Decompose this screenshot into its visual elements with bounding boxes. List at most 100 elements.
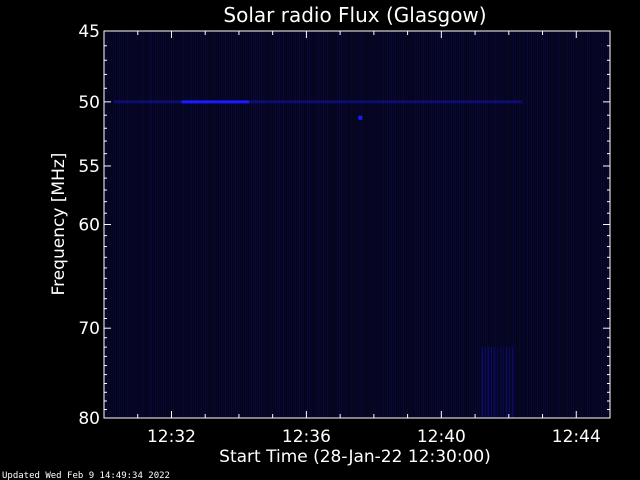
noise-column <box>267 31 268 418</box>
noise-column <box>127 31 128 418</box>
noise-column <box>199 31 200 418</box>
noise-column <box>427 31 428 418</box>
noise-column <box>143 31 144 418</box>
noise-column <box>395 31 396 418</box>
noise-column <box>595 31 596 418</box>
noise-column <box>223 31 224 418</box>
noise-column <box>381 31 382 418</box>
noise-column <box>237 31 238 418</box>
y-tick-label: 70 <box>78 319 100 339</box>
noise-column <box>579 31 580 418</box>
noise-column <box>183 31 184 418</box>
emission-band <box>491 347 492 418</box>
noise-column <box>523 31 524 418</box>
noise-column <box>339 31 340 418</box>
noise-column <box>331 31 332 418</box>
noise-column <box>291 31 292 418</box>
noise-column <box>171 31 172 418</box>
noise-column <box>251 31 252 418</box>
noise-column <box>363 31 364 418</box>
noise-column <box>147 31 148 418</box>
x-axis-label: Start Time (28-Jan-22 12:30:00) <box>219 447 491 467</box>
noise-column <box>513 31 514 418</box>
noise-column <box>319 31 320 418</box>
noise-column <box>215 31 216 418</box>
noise-column <box>359 31 360 418</box>
noise-column <box>343 31 344 418</box>
noise-column <box>231 31 232 418</box>
emission-line-50mhz <box>114 100 522 103</box>
noise-column <box>533 31 534 418</box>
noise-column <box>517 31 518 418</box>
noise-column <box>297 31 298 418</box>
noise-column <box>161 31 162 418</box>
noise-column <box>483 31 484 418</box>
noise-column <box>535 31 536 418</box>
noise-column <box>137 31 138 418</box>
noise-column <box>233 31 234 418</box>
noise-column <box>411 31 412 418</box>
noise-column <box>405 31 406 418</box>
noise-column <box>519 31 520 418</box>
noise-column <box>459 31 460 418</box>
noise-column <box>383 31 384 418</box>
noise-column <box>177 31 178 418</box>
noise-column <box>587 31 588 418</box>
noise-column <box>211 31 212 418</box>
noise-column <box>235 31 236 418</box>
noise-column <box>169 31 170 418</box>
noise-column <box>373 31 374 418</box>
noise-column <box>243 31 244 418</box>
emission-band <box>488 347 489 418</box>
noise-column <box>217 31 218 418</box>
noise-column <box>111 31 112 418</box>
noise-column <box>333 31 334 418</box>
noise-column <box>477 31 478 418</box>
noise-column <box>255 31 256 418</box>
noise-column <box>131 31 132 418</box>
noise-column <box>189 31 190 418</box>
noise-column <box>563 31 564 418</box>
noise-column <box>461 31 462 418</box>
noise-column <box>353 31 354 418</box>
noise-column <box>507 31 508 418</box>
noise-column <box>309 31 310 418</box>
noise-column <box>261 31 262 418</box>
noise-column <box>221 31 222 418</box>
y-tick-label: 50 <box>78 93 100 113</box>
noise-column <box>469 31 470 418</box>
noise-column <box>341 31 342 418</box>
emission-band <box>485 347 486 418</box>
noise-column <box>439 31 440 418</box>
noise-column <box>377 31 378 418</box>
y-tick-label: 60 <box>78 216 100 236</box>
noise-column <box>157 31 158 418</box>
noise-column <box>321 31 322 418</box>
noise-column <box>191 31 192 418</box>
emission-band <box>509 347 510 418</box>
noise-column <box>275 31 276 418</box>
noise-column <box>273 31 274 418</box>
noise-column <box>293 31 294 418</box>
noise-column <box>289 31 290 418</box>
noise-column <box>455 31 456 418</box>
noise-column <box>575 31 576 418</box>
noise-column <box>525 31 526 418</box>
noise-column <box>407 31 408 418</box>
noise-column <box>203 31 204 418</box>
noise-column <box>239 31 240 418</box>
noise-column <box>597 31 598 418</box>
noise-column <box>577 31 578 418</box>
noise-column <box>475 31 476 418</box>
noise-column <box>347 31 348 418</box>
chart-title: Solar radio Flux (Glasgow) <box>223 3 486 27</box>
noise-column <box>445 31 446 418</box>
noise-column <box>325 31 326 418</box>
noise-column <box>421 31 422 418</box>
noise-column <box>531 31 532 418</box>
noise-column <box>419 31 420 418</box>
noise-column <box>585 31 586 418</box>
noise-column <box>167 31 168 418</box>
noise-column <box>303 31 304 418</box>
noise-column <box>521 31 522 418</box>
